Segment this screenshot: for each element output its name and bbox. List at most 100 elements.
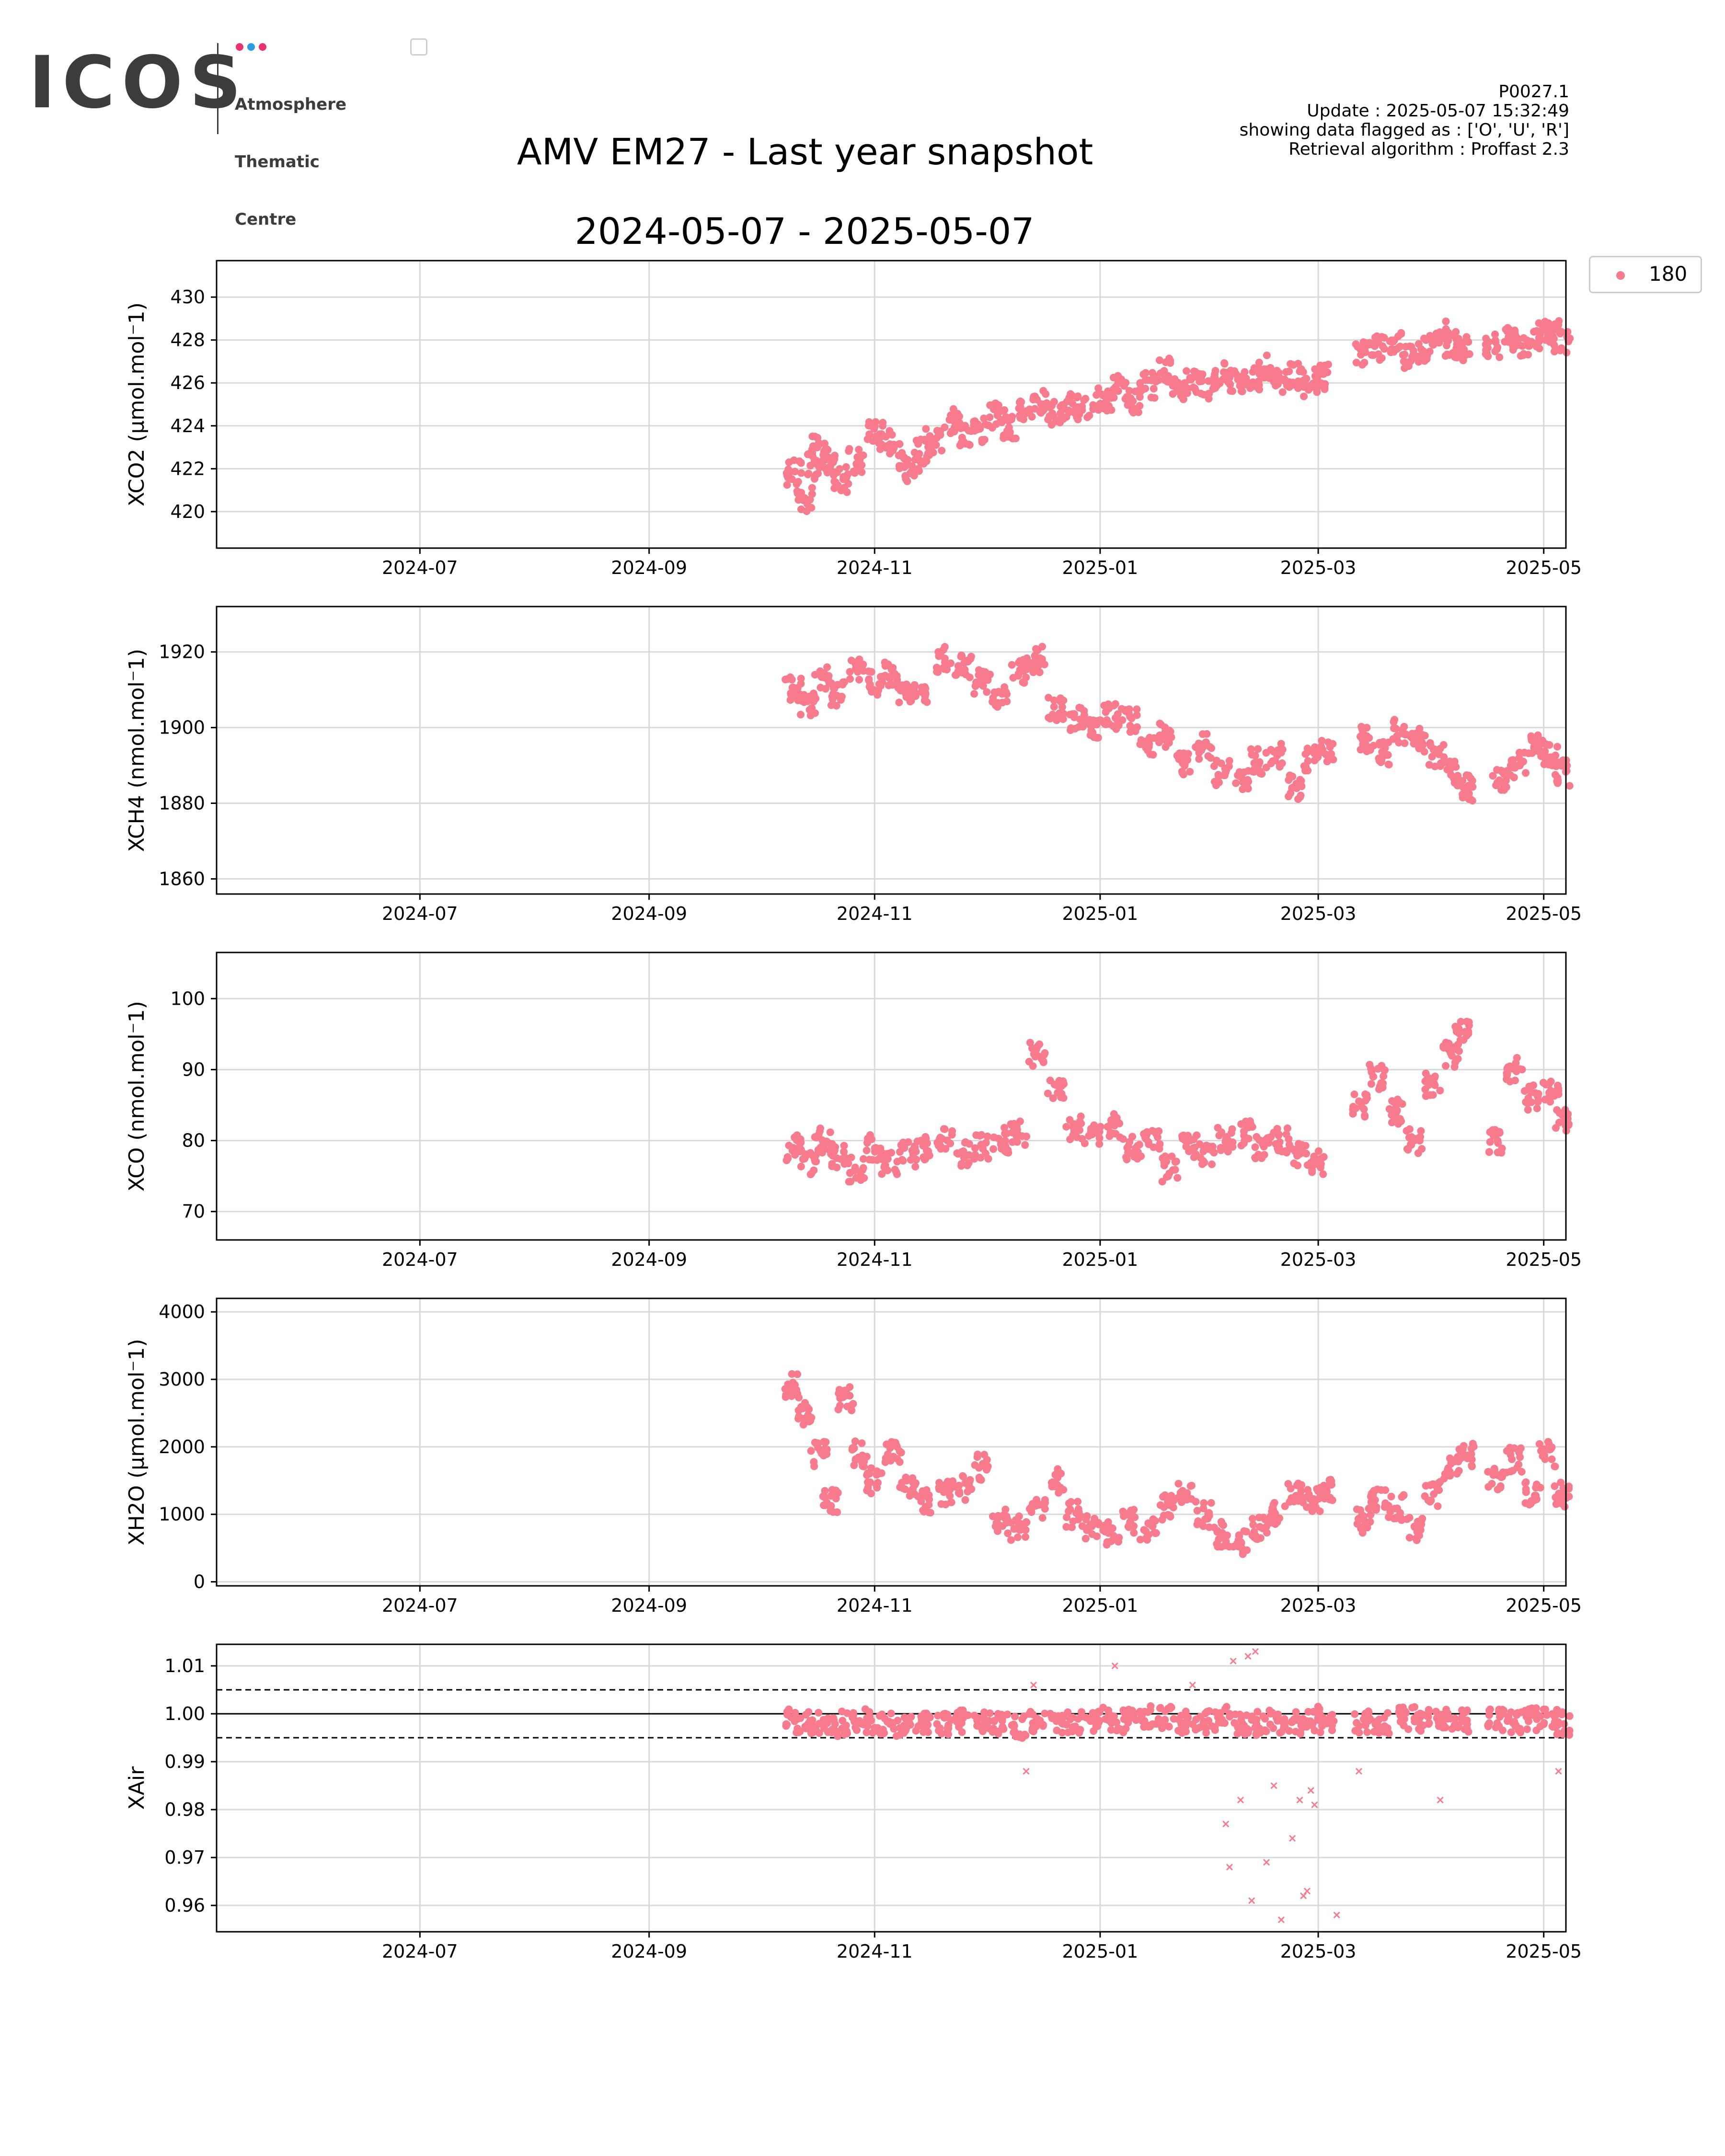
outlier-stroke xyxy=(1300,1892,1307,1900)
data-point xyxy=(815,1709,823,1717)
data-point xyxy=(1385,1105,1393,1113)
data-point xyxy=(1081,1535,1090,1543)
data-point xyxy=(1399,726,1407,734)
data-point xyxy=(1551,1462,1559,1470)
data-point xyxy=(816,1124,824,1133)
y-tick-label: 0.96 xyxy=(164,1895,205,1916)
data-point xyxy=(1390,348,1398,356)
data-point xyxy=(1149,751,1157,759)
data-point xyxy=(1528,338,1536,346)
data-point xyxy=(1254,1535,1262,1543)
data-point xyxy=(961,1139,969,1147)
data-point xyxy=(1223,1133,1231,1141)
data-point xyxy=(1455,777,1463,785)
outlier-stroke xyxy=(1311,1801,1318,1809)
outlier-point xyxy=(1311,1801,1318,1809)
data-point xyxy=(1016,414,1024,422)
data-point xyxy=(1494,1148,1502,1157)
data-point xyxy=(1486,1138,1494,1146)
data-point xyxy=(1367,1080,1375,1088)
y-tick-label: 90 xyxy=(182,1059,205,1080)
data-point xyxy=(1249,768,1256,776)
y-tick-label: 80 xyxy=(182,1130,205,1151)
data-point xyxy=(896,1148,904,1156)
data-point xyxy=(1086,716,1093,724)
data-point xyxy=(1389,735,1397,743)
data-point xyxy=(1107,1537,1115,1545)
data-point xyxy=(1458,1706,1466,1714)
outlier-point xyxy=(1333,1911,1340,1919)
data-point xyxy=(1246,1117,1254,1125)
data-point xyxy=(1401,364,1409,372)
meta-flags: showing data flagged as : ['O', 'U', 'R'… xyxy=(1239,120,1569,140)
data-point xyxy=(922,457,931,465)
data-point xyxy=(1380,1728,1388,1736)
data-point xyxy=(922,1486,931,1494)
data-point xyxy=(783,1389,792,1397)
data-point xyxy=(1089,729,1097,736)
data-point xyxy=(1297,1730,1304,1738)
data-point xyxy=(1136,1708,1144,1716)
data-point xyxy=(1156,356,1163,364)
data-point xyxy=(1396,1099,1404,1107)
data-point xyxy=(1515,1460,1523,1468)
data-point xyxy=(1046,1077,1054,1085)
data-point xyxy=(1052,417,1060,425)
data-point xyxy=(904,1138,912,1146)
data-point xyxy=(1114,387,1122,395)
data-point xyxy=(1154,1715,1162,1723)
data-point xyxy=(1133,723,1141,731)
outlier-point xyxy=(1300,1892,1307,1900)
data-point xyxy=(1142,1527,1150,1535)
data-point xyxy=(1071,724,1079,733)
data-point xyxy=(1277,740,1285,748)
data-point xyxy=(1063,398,1071,405)
data-point xyxy=(923,698,931,706)
data-point xyxy=(1414,1711,1422,1719)
data-point xyxy=(1551,1718,1559,1726)
data-point xyxy=(1015,404,1023,413)
data-point xyxy=(1200,1722,1208,1731)
data-point xyxy=(1442,1039,1450,1046)
data-point xyxy=(1436,1087,1444,1095)
data-point xyxy=(1254,383,1261,391)
data-point xyxy=(1402,343,1410,351)
data-point xyxy=(1166,359,1174,367)
data-point xyxy=(846,675,854,683)
data-point xyxy=(971,1144,979,1152)
data-point xyxy=(1314,1147,1322,1155)
data-point xyxy=(1366,1503,1374,1512)
data-point xyxy=(808,484,816,492)
data-point xyxy=(1544,331,1552,339)
data-point xyxy=(896,1483,904,1491)
data-point xyxy=(846,668,854,676)
y-tick-label: 1900 xyxy=(159,717,205,738)
data-point xyxy=(1095,1140,1104,1148)
data-point xyxy=(1083,1526,1091,1534)
data-point xyxy=(1294,795,1302,803)
x-tick-label: 2025-03 xyxy=(1280,903,1357,924)
data-point xyxy=(797,469,805,477)
data-point xyxy=(1105,704,1113,712)
x-tick-label: 2025-05 xyxy=(1506,1595,1582,1616)
data-point xyxy=(1551,1713,1559,1721)
data-point xyxy=(1544,1438,1552,1446)
data-point xyxy=(1175,749,1184,757)
data-point xyxy=(958,668,966,677)
data-point xyxy=(1173,1174,1182,1182)
data-point xyxy=(1055,1077,1063,1085)
data-point xyxy=(1087,1717,1094,1725)
data-point xyxy=(1430,1490,1438,1498)
data-point xyxy=(1396,1115,1404,1123)
data-point xyxy=(1303,1492,1311,1501)
data-point xyxy=(1145,1721,1153,1730)
data-point xyxy=(1237,1142,1245,1149)
data-point xyxy=(1530,1081,1538,1089)
data-point xyxy=(1484,1721,1492,1729)
y-axis-label: XCH4 (nmol.mol⁻1) xyxy=(125,649,149,852)
data-point xyxy=(1191,384,1199,392)
toggle-checkbox[interactable] xyxy=(410,38,427,56)
data-point xyxy=(1062,1523,1070,1531)
x-tick-label: 2024-09 xyxy=(611,557,687,578)
data-point xyxy=(1294,360,1302,367)
